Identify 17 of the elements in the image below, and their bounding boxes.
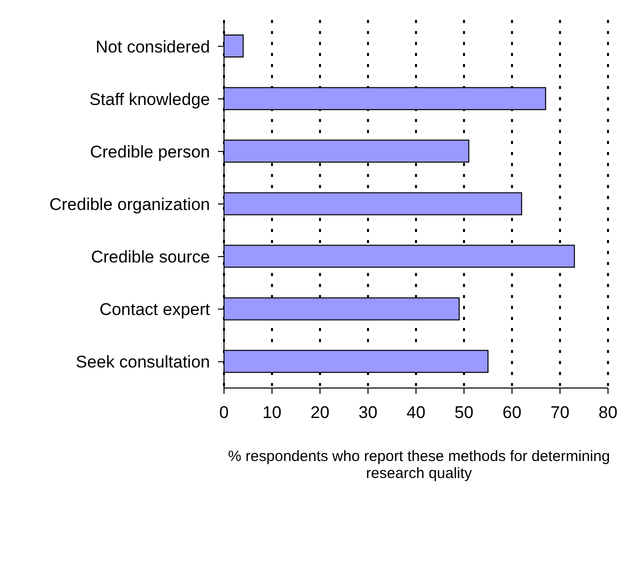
x-tick-label: 50 [454, 403, 474, 422]
y-tick-label: Not considered [96, 37, 210, 56]
y-tick-label: Credible person [90, 142, 210, 162]
x-tick-label: 40 [406, 403, 426, 422]
x-tick-label: 10 [262, 403, 282, 422]
y-tick-label: Credible organization [49, 195, 210, 214]
x-tick-label: 20 [310, 403, 330, 422]
x-tick-label: 60 [502, 403, 522, 422]
x-axis-title: % respondents who report these methods for determining research quality [227, 448, 611, 482]
y-tick-label: Seek consultation [76, 352, 210, 372]
x-tick-label: 80 [598, 403, 618, 422]
y-tick-label: Contact expert [99, 300, 210, 320]
x-tick-label: 0 [219, 403, 229, 422]
y-tick-label: Staff knowledge [89, 90, 210, 109]
y-tick-label: Credible source [90, 248, 210, 267]
x-tick-label: 70 [550, 403, 570, 422]
x-tick-label: 30 [358, 403, 378, 422]
